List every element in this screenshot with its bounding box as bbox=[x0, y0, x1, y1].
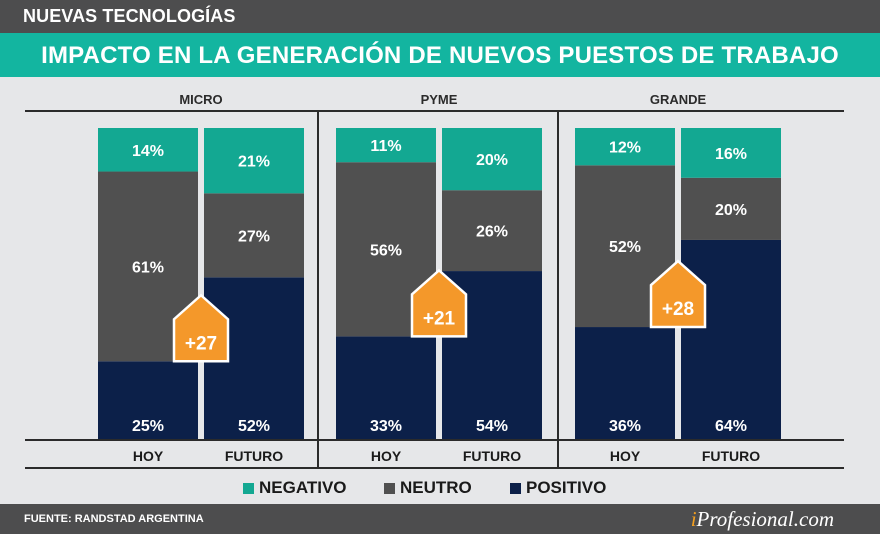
data-label-pyme-futuro-positivo: 54% bbox=[476, 418, 508, 435]
bar-segment-micro-hoy-positivo bbox=[98, 361, 198, 439]
group-label-grande: GRANDE bbox=[650, 92, 707, 107]
brand-logo-text: Profesional.com bbox=[696, 507, 834, 531]
change-badge-grande bbox=[649, 259, 707, 329]
x-tick-label-pyme-futuro: FUTURO bbox=[463, 448, 521, 464]
chart-title: IMPACTO EN LA GENERACIÓN DE NUEVOS PUEST… bbox=[41, 42, 839, 69]
x-tick-label-micro-hoy: HOY bbox=[133, 448, 164, 464]
x-tick-label-grande-futuro: FUTURO bbox=[702, 448, 760, 464]
data-label-pyme-futuro-negativo: 20% bbox=[476, 152, 508, 169]
data-label-grande-futuro-neutro: 20% bbox=[715, 202, 747, 219]
data-label-micro-hoy-positivo: 25% bbox=[132, 418, 164, 435]
legend-item-positivo: POSITIVO bbox=[510, 478, 606, 498]
legend-item-negativo: NEGATIVO bbox=[243, 478, 347, 498]
top-bar: NUEVAS TECNOLOGÍAS bbox=[0, 0, 880, 33]
group-label-micro: MICRO bbox=[179, 92, 222, 107]
legend-label-positivo: POSITIVO bbox=[526, 478, 607, 497]
change-badge-label-micro: +27 bbox=[185, 333, 217, 354]
data-label-micro-hoy-negativo: 14% bbox=[132, 143, 164, 160]
group-label-pyme: PYME bbox=[421, 92, 458, 107]
brand-logo-i: i bbox=[690, 507, 697, 531]
bar-segment-pyme-hoy-positivo bbox=[336, 336, 436, 439]
legend-label-negativo: NEGATIVO bbox=[259, 478, 347, 497]
footer: FUENTE: RANDSTAD ARGENTINA iProfesional.… bbox=[0, 504, 880, 534]
title-band: IMPACTO EN LA GENERACIÓN DE NUEVOS PUEST… bbox=[0, 33, 880, 77]
data-label-micro-futuro-neutro: 27% bbox=[238, 228, 270, 245]
bar-segment-grande-futuro-neutro bbox=[681, 177, 781, 240]
legend-item-neutro: NEUTRO bbox=[384, 478, 472, 498]
data-label-micro-futuro-positivo: 52% bbox=[238, 418, 270, 435]
data-label-grande-futuro-negativo: 16% bbox=[715, 146, 747, 163]
change-badge-label-pyme: +21 bbox=[423, 308, 456, 329]
bar-segment-micro-hoy-negativo bbox=[98, 128, 198, 172]
x-tick-label-grande-hoy: HOY bbox=[610, 448, 641, 464]
data-label-grande-hoy-negativo: 12% bbox=[609, 140, 641, 157]
legend-label-neutro: NEUTRO bbox=[400, 478, 472, 497]
legend: NEGATIVO NEUTRO POSITIVO bbox=[0, 478, 880, 500]
change-badge-label-grande: +28 bbox=[662, 299, 694, 320]
data-label-grande-hoy-positivo: 36% bbox=[609, 418, 641, 435]
data-label-micro-futuro-negativo: 21% bbox=[238, 154, 270, 171]
change-badge-pyme bbox=[410, 268, 468, 338]
legend-swatch-negativo bbox=[243, 482, 254, 494]
bar-segment-grande-hoy-positivo bbox=[575, 327, 675, 439]
x-tick-label-pyme-hoy: HOY bbox=[371, 448, 402, 464]
data-label-grande-hoy-neutro: 52% bbox=[609, 239, 641, 256]
bar-segment-pyme-hoy-negativo bbox=[336, 128, 436, 163]
bar-segment-pyme-futuro-negativo bbox=[442, 128, 542, 191]
source-note: FUENTE: RANDSTAD ARGENTINA bbox=[24, 513, 204, 525]
bar-segment-grande-hoy-negativo bbox=[575, 128, 675, 166]
bar-segment-grande-futuro-negativo bbox=[681, 128, 781, 178]
data-label-pyme-futuro-neutro: 26% bbox=[476, 224, 508, 241]
data-label-pyme-hoy-positivo: 33% bbox=[370, 418, 402, 435]
change-badge-micro bbox=[172, 293, 230, 363]
section-kicker: NUEVAS TECNOLOGÍAS bbox=[23, 6, 236, 26]
data-label-micro-hoy-neutro: 61% bbox=[132, 259, 164, 276]
bar-segment-micro-futuro-neutro bbox=[204, 193, 304, 278]
bar-segment-micro-futuro-negativo bbox=[204, 128, 304, 194]
data-label-pyme-hoy-neutro: 56% bbox=[370, 242, 402, 259]
x-tick-label-micro-futuro: FUTURO bbox=[225, 448, 283, 464]
bar-segment-pyme-futuro-neutro bbox=[442, 190, 542, 272]
bar-segment-grande-futuro-positivo bbox=[681, 239, 781, 439]
legend-swatch-positivo bbox=[510, 482, 521, 494]
data-label-grande-futuro-positivo: 64% bbox=[715, 418, 747, 435]
legend-swatch-neutro bbox=[384, 482, 395, 494]
brand-logo: iProfesional.com bbox=[691, 507, 834, 532]
data-label-pyme-hoy-negativo: 11% bbox=[370, 138, 401, 155]
